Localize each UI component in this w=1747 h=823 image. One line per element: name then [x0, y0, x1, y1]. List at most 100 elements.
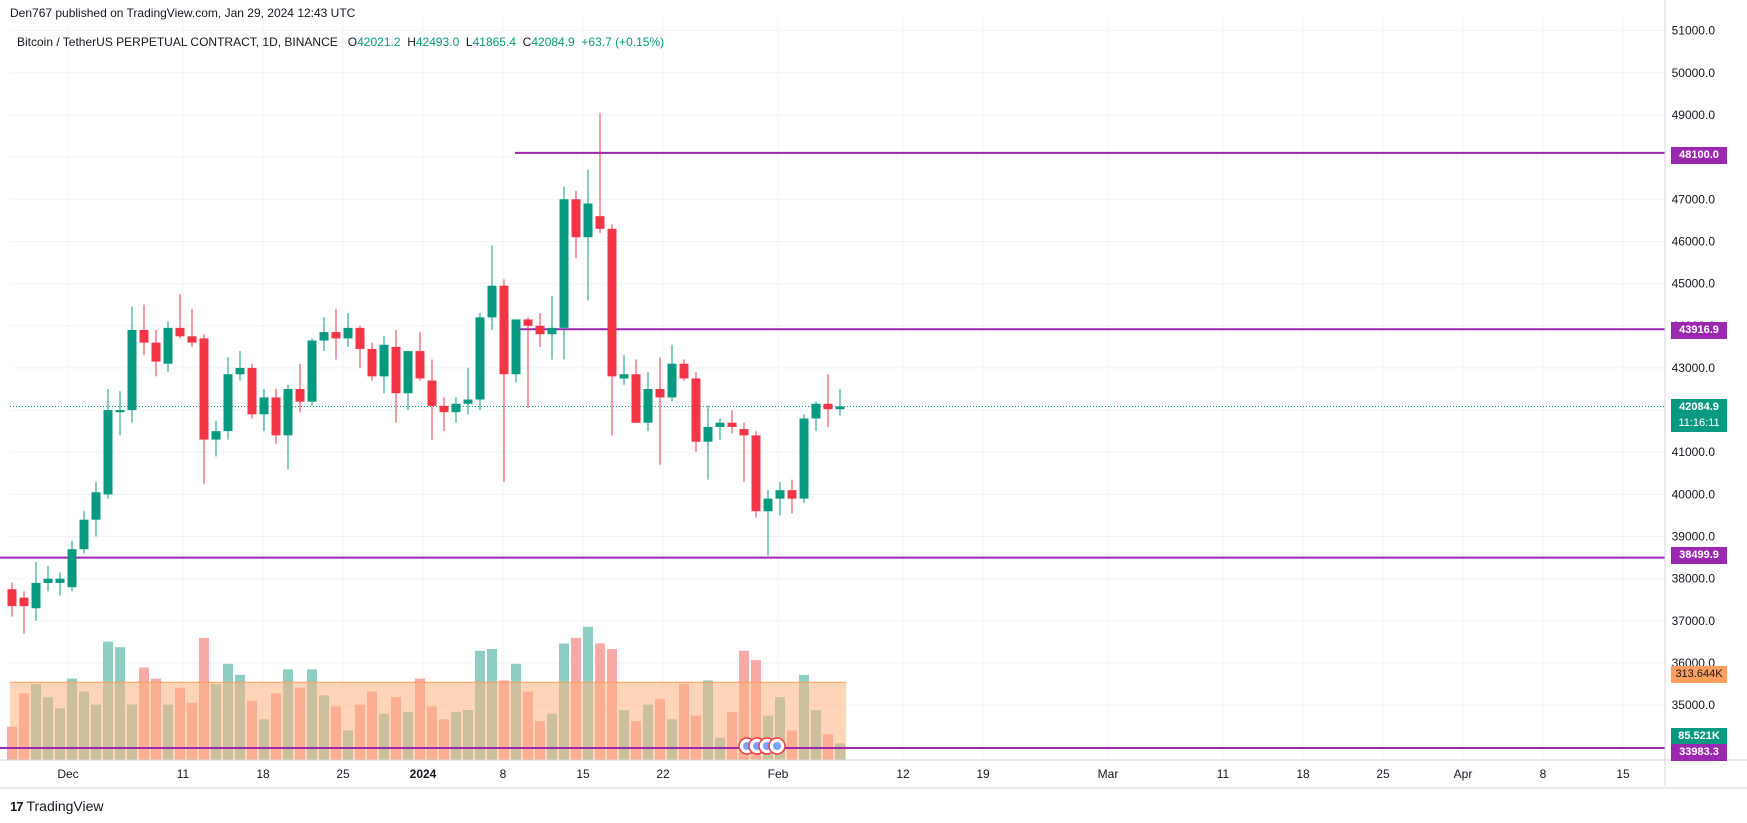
candle-body: [115, 410, 125, 413]
time-tick: 11: [177, 767, 190, 781]
open-value: 42021.2: [357, 35, 401, 49]
candle-body: [631, 374, 641, 423]
event-markers[interactable]: [738, 737, 786, 755]
candle-body: [163, 327, 173, 364]
price-tick: 37000.0: [1672, 614, 1716, 628]
candle-body: [307, 340, 317, 402]
price-tick: 47000.0: [1672, 192, 1716, 206]
time-tick: Dec: [57, 767, 78, 781]
volume-ma-area: [10, 682, 846, 760]
symbol-legend: Bitcoin / TetherUS PERPETUAL CONTRACT, 1…: [17, 35, 664, 49]
candle-body: [427, 380, 437, 406]
chart-grid: [10, 18, 1665, 760]
candle-body: [463, 399, 473, 404]
candle-body: [355, 327, 365, 349]
time-tick: 15: [576, 767, 590, 781]
candle-body: [151, 342, 161, 362]
tradingview-footer[interactable]: 17 TradingView: [10, 798, 104, 814]
time-tick: 18: [256, 767, 270, 781]
candle-body: [379, 344, 389, 377]
last-price-label: 42084.9: [1671, 399, 1727, 416]
candle-body: [43, 578, 53, 583]
candle-body: [475, 317, 485, 400]
candle-body: [595, 216, 605, 229]
candle-body: [583, 203, 593, 238]
candle-body: [607, 228, 617, 377]
price-tick: 41000.0: [1672, 445, 1716, 459]
candle-body: [691, 378, 701, 442]
candle-body: [211, 431, 221, 440]
candle-body: [667, 363, 677, 398]
candle-body: [727, 422, 737, 427]
candle-body: [439, 405, 449, 413]
candle-body: [523, 319, 533, 326]
published-caption: Den767 published on TradingView.com, Jan…: [10, 6, 356, 20]
candle-body: [703, 426, 713, 442]
candle-body: [451, 403, 461, 413]
volume-ma-label: 313.644K: [1671, 666, 1727, 683]
candle-body: [679, 363, 689, 379]
candle-body: [799, 418, 809, 499]
low-value: 41865.4: [472, 35, 516, 49]
close-value: 42084.9: [531, 35, 575, 49]
candle-body: [571, 199, 581, 238]
candle-body: [31, 582, 41, 609]
candle-body: [811, 403, 821, 419]
time-tick: 8: [1540, 767, 1547, 781]
candle-body: [235, 367, 245, 375]
time-tick: 19: [976, 767, 990, 781]
price-tick: 35000.0: [1672, 698, 1716, 712]
candle-body: [751, 435, 761, 512]
event-flag-icon: [773, 742, 781, 750]
candle-body: [643, 389, 653, 423]
candle-body: [547, 327, 557, 335]
level-48100-label: 48100.0: [1671, 147, 1727, 164]
candle-body: [223, 374, 233, 432]
time-tick: 2024: [410, 767, 437, 781]
countdown-label: 11:16:11: [1671, 415, 1727, 432]
candle-body: [79, 519, 89, 550]
price-tick: 40000.0: [1672, 487, 1716, 501]
time-tick: 12: [896, 767, 910, 781]
candle-body: [259, 397, 269, 415]
time-tick: 8: [500, 767, 507, 781]
candle-body: [175, 327, 185, 337]
time-tick: 25: [336, 767, 350, 781]
candle-body: [367, 348, 377, 377]
level-43916-label: 43916.9: [1671, 322, 1727, 339]
candle-body: [787, 490, 797, 499]
candle-body: [55, 578, 65, 583]
candle-body: [487, 285, 497, 318]
candle-body: [271, 397, 281, 436]
symbol-name: Bitcoin / TetherUS PERPETUAL CONTRACT, 1…: [17, 35, 338, 49]
candle-body: [715, 422, 725, 427]
price-tick: 46000.0: [1672, 234, 1716, 248]
close-label: C: [522, 35, 532, 49]
candle-body: [283, 389, 293, 436]
candle-body: [775, 490, 785, 499]
candle-body: [247, 367, 257, 415]
tradingview-logo-icon: 17: [10, 798, 24, 814]
price-tick: 51000.0: [1672, 24, 1716, 38]
time-axis[interactable]: Dec 11 18 25 2024 8 15 22 Feb 12 19 Mar 11 18 25 Apr 8 15: [0, 759, 1747, 789]
candle-body: [199, 338, 209, 440]
candle-body: [331, 332, 341, 339]
horizontal-levels[interactable]: [0, 151, 1665, 750]
price-tick: 45000.0: [1672, 277, 1716, 291]
price-tick: 43000.0: [1672, 361, 1716, 375]
candle-body: [763, 498, 773, 512]
time-tick: 18: [1296, 767, 1310, 781]
candle-body: [187, 336, 197, 343]
candle-body: [391, 346, 401, 394]
candle-body: [559, 199, 569, 328]
high-value: 42493.0: [415, 35, 460, 49]
candle-body: [823, 403, 833, 410]
candlesticks[interactable]: [7, 112, 845, 634]
candle-body: [7, 589, 17, 607]
price-tick: 38000.0: [1672, 572, 1716, 586]
candle-body: [295, 389, 305, 402]
candle-body: [535, 325, 545, 335]
time-tick: Feb: [768, 767, 789, 781]
price-tick: 50000.0: [1672, 66, 1716, 80]
